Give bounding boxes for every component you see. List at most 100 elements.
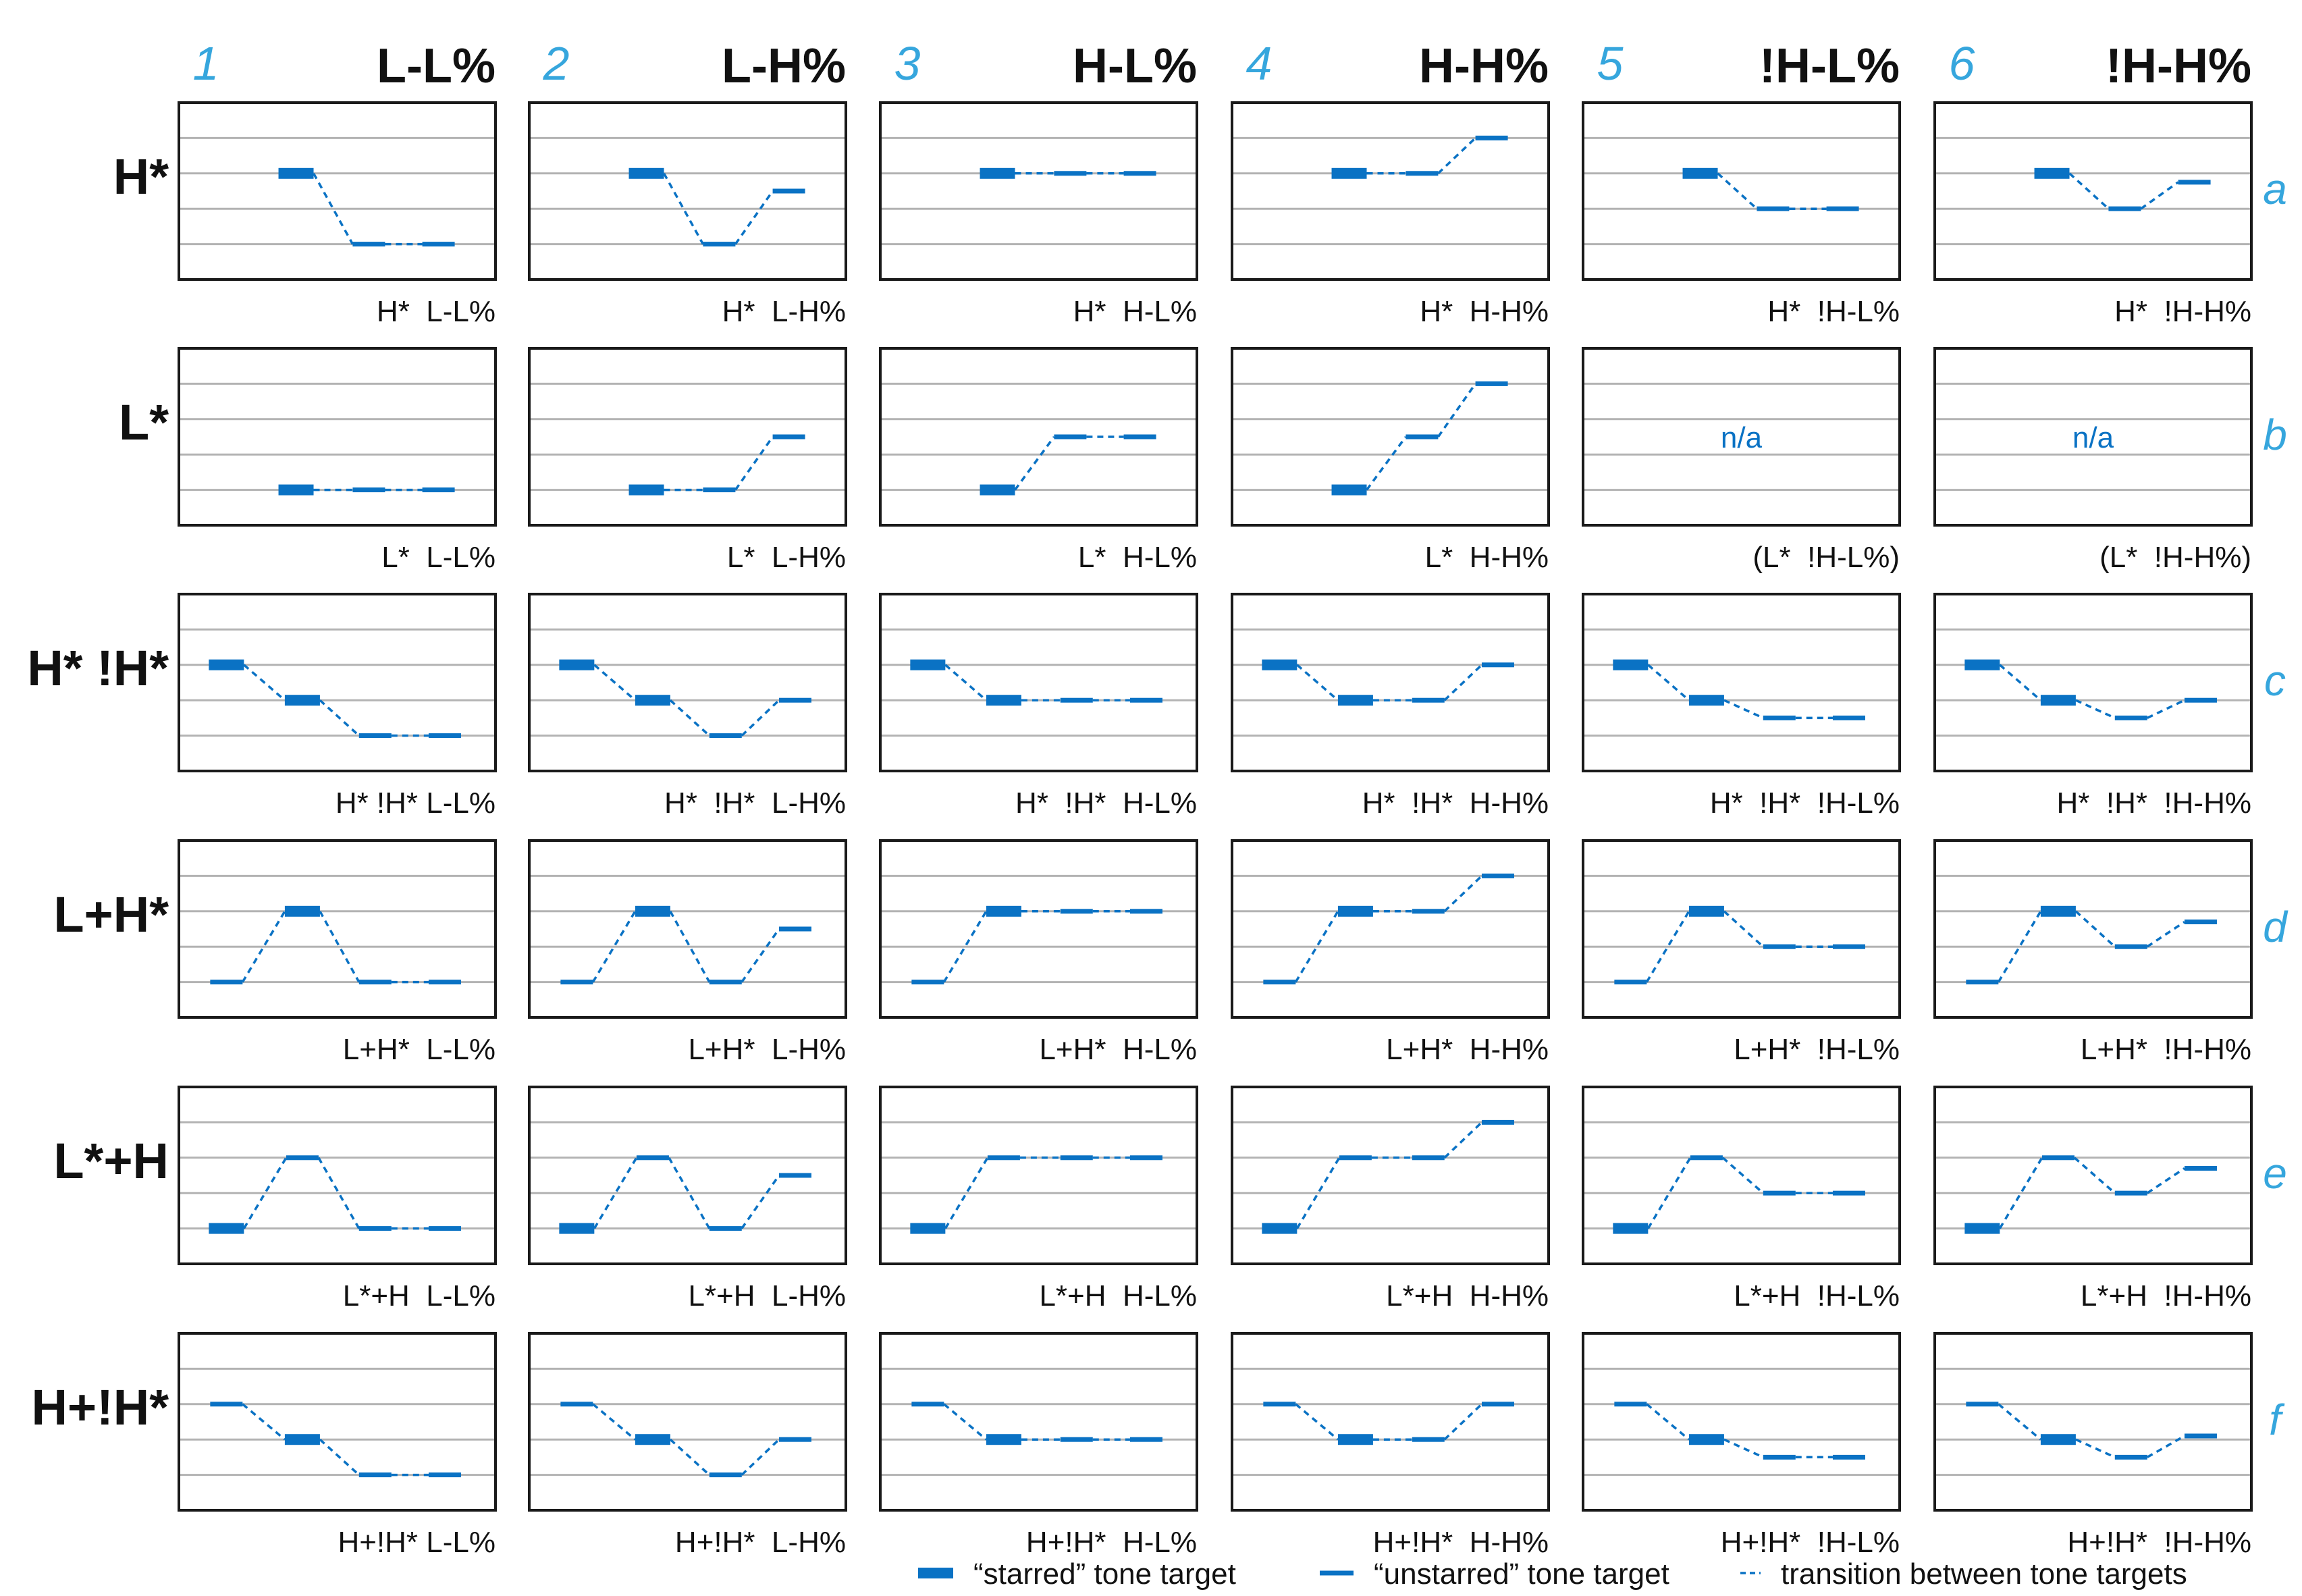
panel-frame <box>178 839 497 1019</box>
column-header-3: 3 H-L% <box>894 37 1197 93</box>
unstarred-tone-target <box>778 697 811 703</box>
starred-tone-target <box>1964 1223 2000 1234</box>
starred-tone-target <box>910 1223 946 1234</box>
panel-b6: n/a (L* !H-H%) <box>1933 347 2253 574</box>
starred-tone-target <box>284 1434 320 1445</box>
panel-frame <box>528 1086 847 1265</box>
panel-e4: L*+H H-H% <box>1231 1086 1550 1312</box>
unstarred-legend-swatch <box>1320 1570 1354 1576</box>
panel-f2: H+!H* L-H% <box>528 1332 847 1559</box>
transition-line <box>1723 699 1764 719</box>
panel-caption: H* !H* H-H% <box>1362 787 1549 820</box>
unstarred-tone-target <box>1129 697 1162 703</box>
transition-line <box>2075 699 2116 719</box>
transition-line <box>242 1403 286 1441</box>
unstarred-tone-target <box>1481 873 1514 878</box>
panel-caption: L* H-H% <box>1425 541 1549 574</box>
row-letter: b <box>2263 410 2287 459</box>
unstarred-tone-target <box>1832 944 1865 949</box>
unstarred-tone-target <box>1690 1155 1723 1161</box>
starred-tone-target <box>910 659 946 670</box>
unstarred-tone-target <box>778 1437 811 1442</box>
transition-line <box>1437 383 1477 438</box>
panel-frame <box>1933 1332 2253 1512</box>
unstarred-tone-target <box>1060 909 1093 914</box>
panel-frame <box>528 347 847 527</box>
unstarred-tone-target <box>2114 715 2147 720</box>
transition-line <box>319 699 360 737</box>
starred-tone-target <box>209 659 244 670</box>
unstarred-tone-target <box>1129 1155 1162 1161</box>
panel-caption: H+!H* !H-H% <box>2067 1526 2251 1559</box>
starred-legend-swatch <box>918 1568 953 1578</box>
unstarred-tone-target <box>1412 1437 1445 1442</box>
unstarred-tone-target <box>778 926 811 932</box>
unstarred-tone-target <box>1054 434 1087 440</box>
transition-line <box>1998 1156 2043 1229</box>
panel-frame <box>528 593 847 772</box>
panel-frame <box>1933 1086 2253 1265</box>
column-title: L-H% <box>722 39 846 93</box>
unstarred-tone-target <box>210 980 243 985</box>
transition-line <box>668 1156 711 1229</box>
transition-line <box>319 910 360 983</box>
panel-caption: L*+H !H-H% <box>2081 1279 2251 1312</box>
panel-frame <box>879 101 1198 281</box>
panel-d4: L+H* H-H% <box>1231 839 1550 1066</box>
transition-line <box>1295 1403 1339 1441</box>
not-applicable-label: n/a <box>1721 421 1763 454</box>
panel-caption: H+!H* !H-L% <box>1721 1526 1900 1559</box>
transition-line <box>2146 1435 2185 1458</box>
transition-line <box>1366 435 1407 491</box>
transition-line <box>591 910 637 983</box>
panel-d3: L+H* H-L% <box>879 839 1198 1066</box>
unstarred-tone-target <box>1129 1437 1162 1442</box>
unstarred-tone-target <box>1475 135 1508 140</box>
unstarred-tone-target <box>1263 980 1296 985</box>
transition-line <box>317 1156 360 1229</box>
unstarred-tone-target <box>772 434 805 440</box>
panel-f1: H+!H* L-L% <box>178 1332 497 1559</box>
panel-a3: H* H-L% <box>879 101 1198 328</box>
panel-caption: H* !H-H% <box>2114 295 2251 328</box>
legend: “starred” tone target “unstarred” tone ta… <box>918 1558 2187 1591</box>
panel-caption: H* !H* H-L% <box>1015 787 1197 820</box>
column-title: !H-H% <box>2106 39 2251 93</box>
transition-line <box>1723 910 1764 948</box>
transition-line <box>2140 181 2179 210</box>
unstarred-tone-target <box>428 1472 461 1478</box>
unstarred-tone-target <box>778 1173 811 1178</box>
transition-line <box>741 699 780 737</box>
panel-caption: L+H* H-H% <box>1386 1033 1549 1066</box>
unstarred-tone-target <box>703 242 736 247</box>
column-number: 6 <box>1949 37 1975 90</box>
unstarred-tone-target <box>2184 920 2217 925</box>
starred-tone-target <box>1262 1223 1297 1234</box>
panel-f3: H+!H* H-L% <box>879 1332 1198 1559</box>
unstarred-tone-target <box>709 980 742 985</box>
transition-line <box>1014 435 1055 491</box>
transition-line <box>741 928 780 983</box>
unstarred-tone-target <box>703 487 736 493</box>
transition-line <box>2075 1438 2116 1458</box>
panel-frame <box>178 1332 497 1512</box>
unstarred-tone-target <box>2178 180 2211 185</box>
panel-c1: H* !H* L-L% <box>178 593 497 820</box>
transition-line <box>319 1438 360 1476</box>
transition-line <box>2068 172 2110 210</box>
panel-caption: L+H* H-L% <box>1039 1033 1197 1066</box>
unstarred-tone-target <box>1614 1402 1647 1407</box>
starred-tone-target <box>284 905 320 917</box>
starred-tone-target <box>278 484 314 496</box>
starred-tone-target <box>635 1434 670 1445</box>
unstarred-tone-target <box>1412 697 1445 703</box>
column-number: 3 <box>894 37 921 90</box>
panel-caption: H* !H* !H-L% <box>1710 787 1900 820</box>
transition-line <box>1443 1121 1483 1159</box>
row-label: L* <box>119 394 169 450</box>
panel-caption: H* H-H% <box>1420 295 1549 328</box>
panel-e2: L*+H L-H% <box>528 1086 847 1312</box>
transition-line <box>1296 664 1339 701</box>
panel-caption: L+H* L-H% <box>688 1033 846 1066</box>
starred-tone-target <box>986 1434 1021 1445</box>
